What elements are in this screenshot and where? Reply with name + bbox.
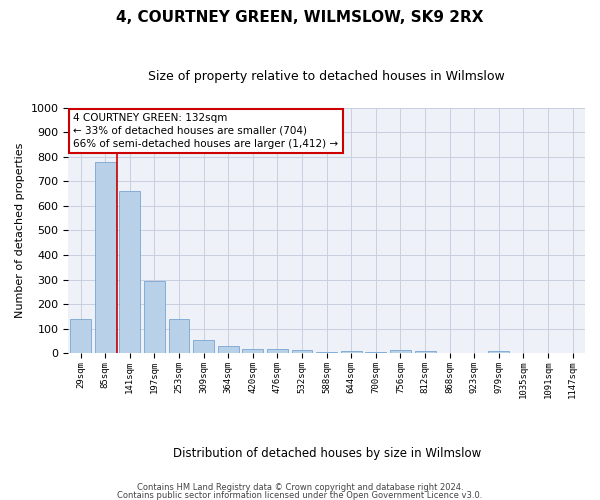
Bar — [292, 350, 313, 353]
Bar — [316, 352, 337, 353]
X-axis label: Distribution of detached houses by size in Wilmslow: Distribution of detached houses by size … — [173, 447, 481, 460]
Bar — [169, 320, 190, 353]
Text: Contains public sector information licensed under the Open Government Licence v3: Contains public sector information licen… — [118, 490, 482, 500]
Bar — [341, 350, 362, 353]
Bar — [390, 350, 411, 353]
Bar — [365, 352, 386, 353]
Bar — [267, 348, 288, 353]
Text: 4 COURTNEY GREEN: 132sqm
← 33% of detached houses are smaller (704)
66% of semi-: 4 COURTNEY GREEN: 132sqm ← 33% of detach… — [73, 112, 338, 149]
Bar — [95, 162, 116, 353]
Text: Contains HM Land Registry data © Crown copyright and database right 2024.: Contains HM Land Registry data © Crown c… — [137, 483, 463, 492]
Bar — [415, 351, 436, 353]
Bar — [242, 348, 263, 353]
Text: 4, COURTNEY GREEN, WILMSLOW, SK9 2RX: 4, COURTNEY GREEN, WILMSLOW, SK9 2RX — [116, 10, 484, 25]
Title: Size of property relative to detached houses in Wilmslow: Size of property relative to detached ho… — [148, 70, 505, 83]
Bar — [144, 280, 165, 353]
Y-axis label: Number of detached properties: Number of detached properties — [15, 143, 25, 318]
Bar — [119, 191, 140, 353]
Bar — [193, 340, 214, 353]
Bar — [488, 350, 509, 353]
Bar — [218, 346, 239, 353]
Bar — [70, 319, 91, 353]
